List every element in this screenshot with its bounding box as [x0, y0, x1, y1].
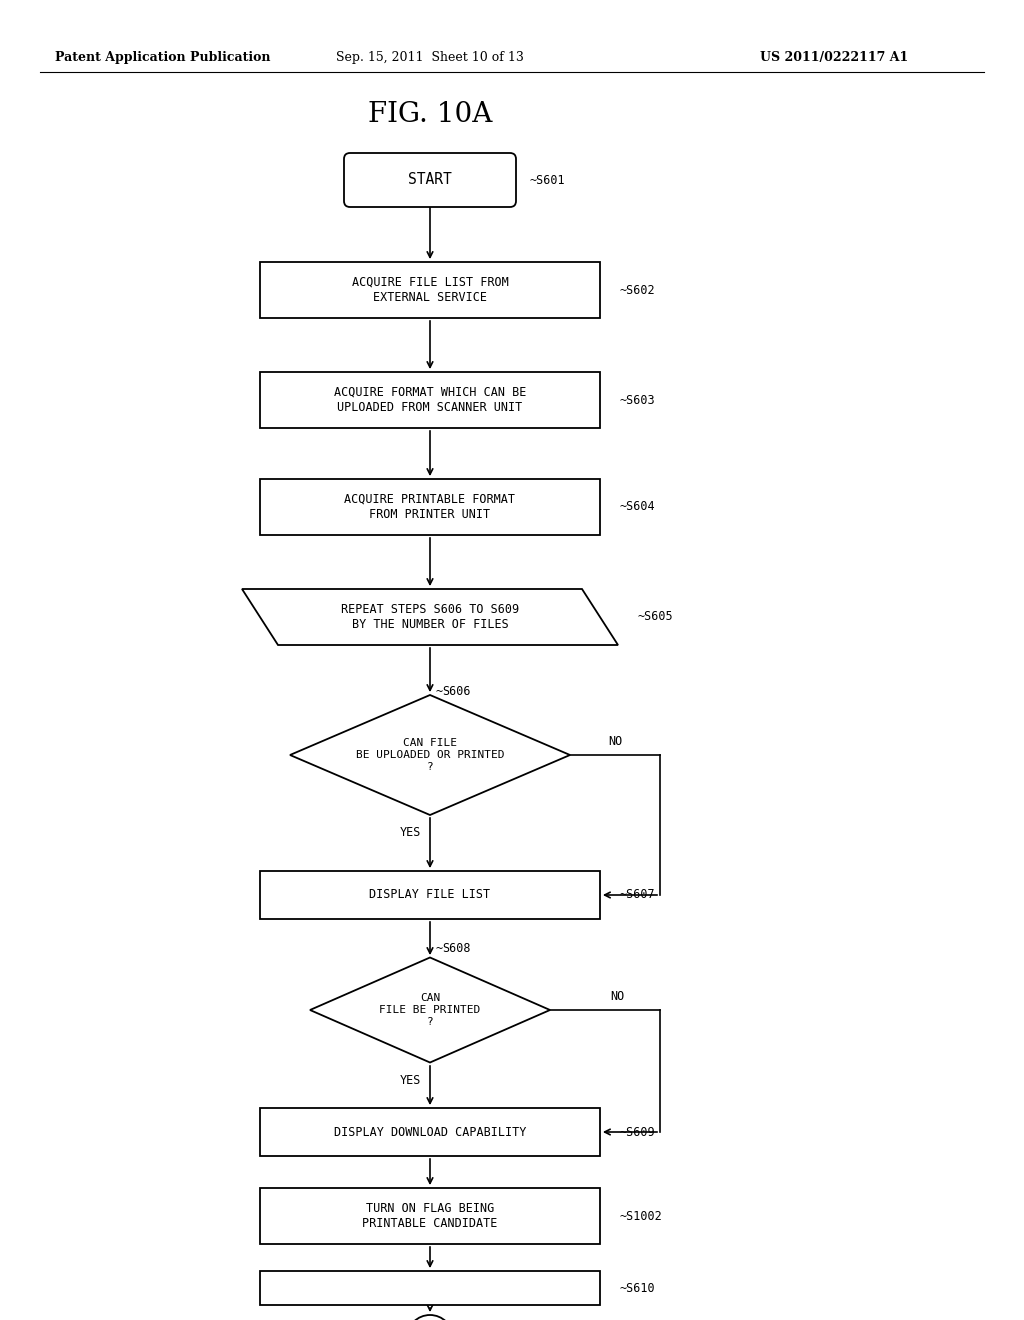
Polygon shape	[290, 696, 570, 814]
Text: TURN ON FLAG BEING
PRINTABLE CANDIDATE: TURN ON FLAG BEING PRINTABLE CANDIDATE	[362, 1203, 498, 1230]
Text: ~S607: ~S607	[620, 888, 655, 902]
Text: S606: S606	[442, 685, 470, 698]
Bar	[260, 1188, 600, 1243]
Bar	[260, 261, 600, 318]
Text: S608: S608	[442, 942, 470, 954]
FancyBboxPatch shape	[344, 153, 516, 207]
Text: ACQUIRE PRINTABLE FORMAT
FROM PRINTER UNIT: ACQUIRE PRINTABLE FORMAT FROM PRINTER UN…	[344, 492, 515, 521]
Polygon shape	[310, 957, 550, 1063]
Text: START: START	[409, 173, 452, 187]
Text: CAN FILE
BE UPLOADED OR PRINTED
?: CAN FILE BE UPLOADED OR PRINTED ?	[355, 738, 504, 772]
Text: CAN
FILE BE PRINTED
?: CAN FILE BE PRINTED ?	[379, 994, 480, 1027]
Text: ~S604: ~S604	[620, 500, 655, 513]
Text: ~S610: ~S610	[620, 1282, 655, 1295]
Text: FIG. 10A: FIG. 10A	[368, 102, 493, 128]
Text: Patent Application Publication: Patent Application Publication	[55, 50, 270, 63]
Text: ~S1002: ~S1002	[620, 1209, 663, 1222]
Polygon shape	[242, 589, 618, 645]
Text: ~S609: ~S609	[620, 1126, 655, 1138]
Text: ~S603: ~S603	[620, 393, 655, 407]
Text: ~: ~	[435, 942, 442, 954]
Bar	[260, 372, 600, 428]
Text: DISPLAY DOWNLOAD CAPABILITY: DISPLAY DOWNLOAD CAPABILITY	[334, 1126, 526, 1138]
Text: ~S602: ~S602	[620, 284, 655, 297]
Text: ~S601: ~S601	[530, 173, 565, 186]
Text: NO: NO	[608, 735, 623, 748]
Text: REPEAT STEPS S606 TO S609
BY THE NUMBER OF FILES: REPEAT STEPS S606 TO S609 BY THE NUMBER …	[341, 603, 519, 631]
Text: DISPLAY FILE LIST: DISPLAY FILE LIST	[370, 888, 490, 902]
Bar	[260, 871, 600, 919]
Text: YES: YES	[399, 1073, 421, 1086]
Text: ~: ~	[435, 685, 442, 698]
Circle shape	[407, 1315, 453, 1320]
Bar	[260, 1107, 600, 1156]
Text: ACQUIRE FILE LIST FROM
EXTERNAL SERVICE: ACQUIRE FILE LIST FROM EXTERNAL SERVICE	[351, 276, 508, 304]
Bar	[260, 1271, 600, 1305]
Text: US 2011/0222117 A1: US 2011/0222117 A1	[760, 50, 908, 63]
Bar	[260, 479, 600, 535]
Text: ~S605: ~S605	[638, 610, 674, 623]
Text: NO: NO	[610, 990, 625, 1003]
Text: ACQUIRE FORMAT WHICH CAN BE
UPLOADED FROM SCANNER UNIT: ACQUIRE FORMAT WHICH CAN BE UPLOADED FRO…	[334, 385, 526, 414]
Text: Sep. 15, 2011  Sheet 10 of 13: Sep. 15, 2011 Sheet 10 of 13	[336, 50, 524, 63]
Text: YES: YES	[399, 825, 421, 838]
